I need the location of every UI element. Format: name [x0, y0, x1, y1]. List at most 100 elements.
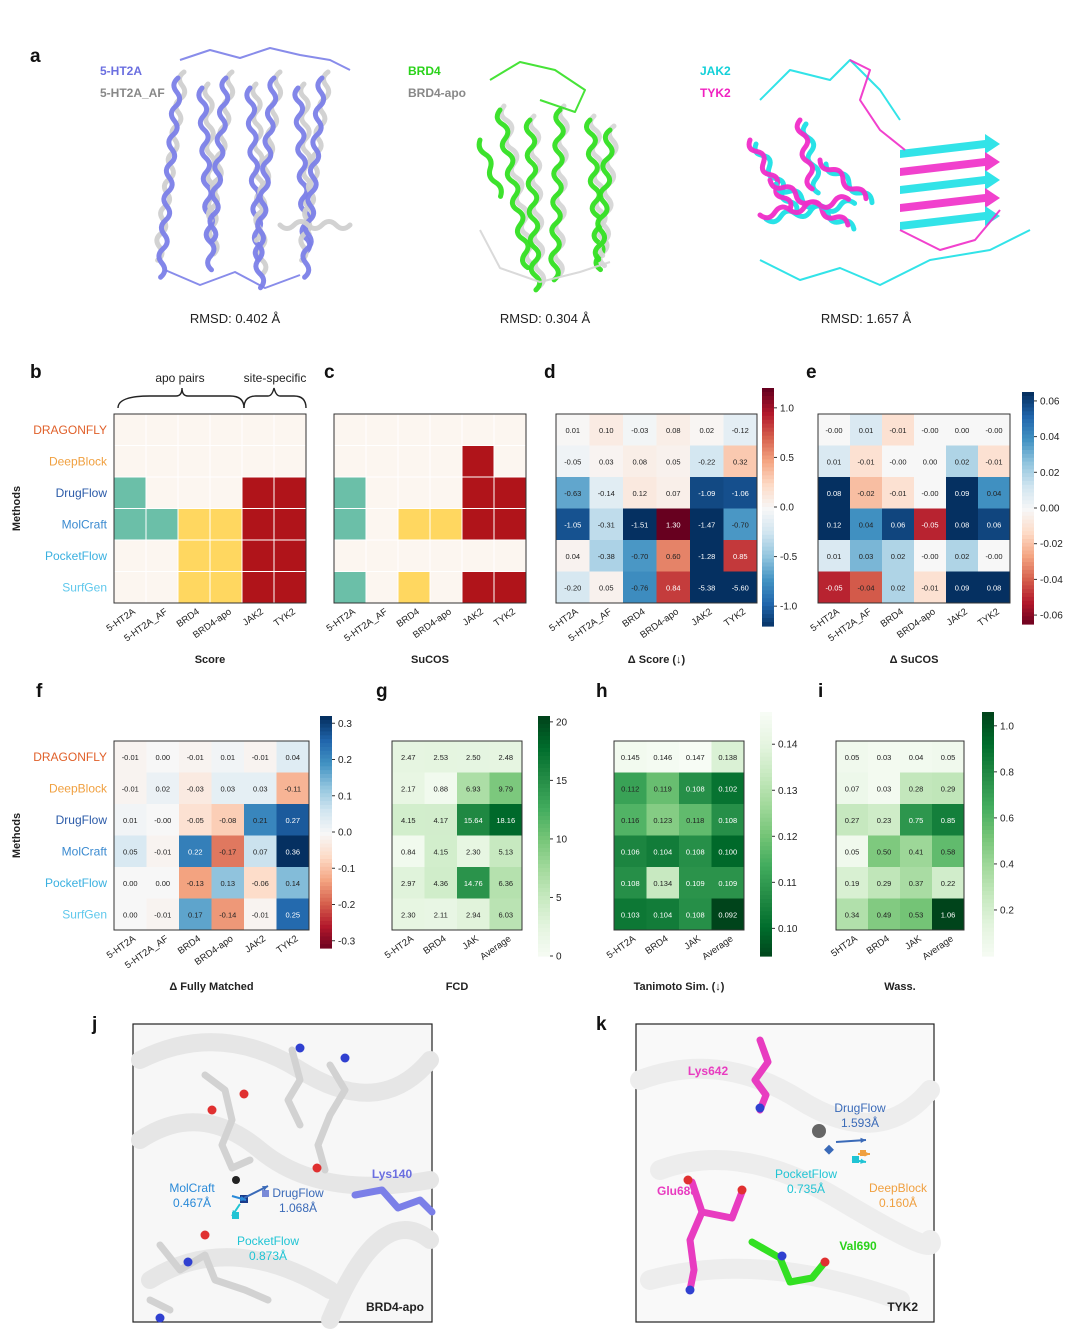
heatmap-cell [589, 508, 623, 540]
cell-value-label: -1.05 [564, 520, 581, 529]
heatmap-cell [882, 540, 914, 572]
colorbar-segment [982, 858, 994, 864]
colorbar-segment [538, 932, 550, 937]
colorbar-segment [320, 750, 332, 756]
heatmap-cell [244, 867, 277, 899]
heatmap-cell [932, 898, 964, 930]
x-axis-title: Tanimoto Sim. (↓) [634, 981, 725, 993]
colorbar-segment [762, 423, 774, 429]
colorbar-segment [320, 940, 332, 945]
heatmap-cell [114, 835, 147, 867]
reference-center [232, 1176, 240, 1184]
heatmap-cell [978, 414, 1010, 446]
cell-value-label: 0.01 [220, 753, 235, 762]
colorbar-segment [982, 951, 994, 957]
colorbar-segment [1022, 593, 1034, 598]
heatmap-cell [623, 540, 657, 572]
cell-value-label: 0.08 [666, 426, 681, 435]
heatmap-cell [273, 476, 307, 509]
cell-value-label: 0.04 [859, 520, 874, 529]
heatmap-cell [818, 445, 850, 477]
cell-value-label: 0.05 [666, 457, 681, 466]
colorbar-segment [538, 888, 550, 893]
structure-legend-label: BRD4-apo [408, 86, 466, 100]
heatmap-cell [711, 867, 744, 899]
cell-value-label: 0.01 [123, 816, 138, 825]
colorbar-segment [982, 834, 994, 839]
colorbar-tick-label: 0.6 [1000, 813, 1014, 824]
heatmap-cell [392, 772, 425, 804]
heatmap-cell [177, 539, 211, 572]
distance-label: 0.467Å [173, 1195, 211, 1210]
cell-value-label: 0.29 [941, 784, 956, 793]
colorbar-segment [1022, 395, 1034, 401]
colorbar-segment [538, 808, 550, 813]
colorbar-segment [1022, 426, 1034, 432]
helix-tyk2 [746, 137, 794, 212]
heatmap-cell [209, 571, 243, 604]
colorbar-tick-label: -0.2 [338, 900, 356, 911]
cell-value-label: 9.79 [498, 784, 513, 793]
method-label: DRAGONFLY [33, 423, 107, 437]
cell-value-label: 2.53 [433, 753, 448, 762]
colorbar-segment [760, 919, 772, 925]
colorbar-segment [1022, 596, 1034, 602]
heatmap-cell [900, 867, 932, 899]
colorbar-segment [1022, 419, 1034, 424]
cell-value-label: 0.07 [845, 784, 860, 793]
cell-value-label: 0.21 [253, 816, 268, 825]
colorbar-segment [1022, 508, 1034, 513]
colorbar-tick-label: 0.2 [338, 755, 352, 766]
heatmap-cell [241, 476, 275, 509]
cell-value-label: -1.09 [698, 489, 715, 498]
heatmap-cell [429, 508, 463, 541]
residue-or-method-label: DrugFlow [834, 1101, 886, 1115]
colorbar-segment [538, 732, 550, 737]
colorbar-tick-label: 0 [556, 952, 562, 963]
colorbar-segment [320, 828, 332, 833]
x-tick-label: BRD4 [421, 933, 448, 957]
colorbar-segment [538, 764, 550, 769]
x-tick-label: TYK2 [275, 933, 301, 956]
heatmap-cell [914, 508, 946, 540]
cell-value-label: -0.01 [889, 489, 906, 498]
colorbar-segment [1022, 484, 1034, 490]
colorbar-segment [1022, 566, 1034, 571]
cell-value-label: 0.104 [653, 847, 672, 856]
colorbar-segment [760, 890, 772, 896]
colorbar-segment [1022, 616, 1034, 621]
heatmap-cell [493, 508, 527, 541]
cell-value-label: -0.76 [631, 583, 648, 592]
colorbar-segment [538, 856, 550, 861]
heatmap-cell [646, 898, 679, 930]
x-tick-label: JAK [460, 933, 481, 952]
structure-legend-label: 5-HT2A [100, 64, 142, 78]
cell-value-label: -0.00 [825, 426, 842, 435]
ribbon-shadow [630, 1058, 940, 1133]
heatmap-cell [145, 571, 179, 604]
colorbar-segment [1022, 558, 1034, 563]
loop [489, 61, 586, 113]
x-tick-label: TYK2 [272, 606, 298, 629]
colorbar-segment [762, 491, 774, 496]
colorbar-tick-label: 0.04 [1040, 432, 1060, 443]
heatmap-cell [711, 835, 744, 867]
heatmap-cell [623, 445, 657, 477]
cell-value-label: 0.19 [845, 879, 860, 888]
colorbar-segment [760, 736, 772, 742]
colorbar-segment [320, 716, 332, 721]
colorbar-tick-label: 10 [556, 834, 568, 845]
colorbar-segment [982, 752, 994, 758]
heatmap-cell [882, 571, 914, 603]
colorbar-segment [982, 947, 994, 953]
pocketflow-center [232, 1212, 239, 1219]
colorbar-segment [1022, 473, 1034, 478]
x-tick-label: JAK2 [690, 606, 715, 628]
heatmap-cell [690, 445, 724, 477]
colorbar-segment [760, 748, 772, 754]
heatmap-cell [145, 539, 179, 572]
colorbar-segment [538, 736, 550, 741]
heatmap-cell [946, 414, 978, 446]
cell-value-label: 0.02 [891, 583, 906, 592]
colorbar-segment [1022, 411, 1034, 416]
